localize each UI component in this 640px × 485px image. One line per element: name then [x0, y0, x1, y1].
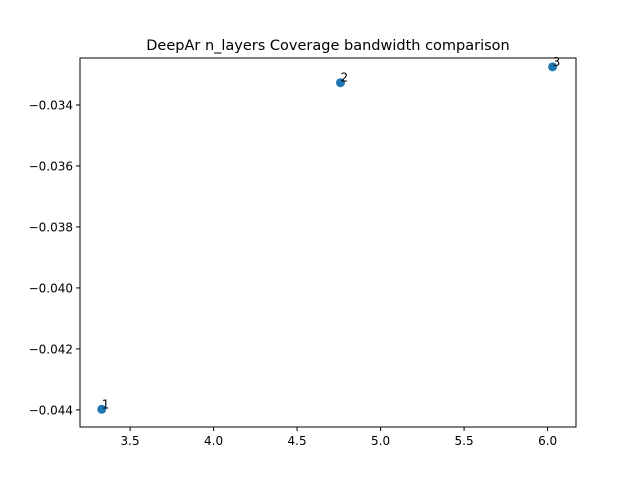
data-points: 1 2 3 [97, 55, 560, 414]
y-tick-label: −0.036 [29, 159, 73, 173]
y-tick-label: −0.042 [29, 342, 73, 356]
y-tick-label: −0.038 [29, 220, 73, 234]
data-point-label: 2 [341, 71, 349, 85]
x-tick-label: 4.5 [288, 434, 307, 448]
y-tick-label: −0.044 [29, 403, 73, 417]
y-tick-label: −0.040 [29, 281, 73, 295]
data-point-label: 3 [553, 55, 561, 69]
chart-title: DeepAr n_layers Coverage bandwidth compa… [146, 38, 509, 54]
data-point [336, 78, 346, 88]
x-tick-label: 5.5 [455, 434, 474, 448]
y-axis: −0.034 −0.036 −0.038 −0.040 −0.042 −0.044 [29, 98, 80, 417]
plot-frame [79, 57, 577, 428]
data-point [548, 62, 558, 72]
data-point [97, 404, 107, 414]
x-tick-label: 4.0 [204, 434, 223, 448]
data-point-label: 1 [102, 397, 110, 411]
x-tick-label: 5.0 [371, 434, 390, 448]
y-tick-label: −0.034 [29, 98, 73, 112]
x-tick-label: 6.0 [538, 434, 557, 448]
x-axis: 3.5 4.0 4.5 5.0 5.5 6.0 [121, 427, 557, 448]
x-tick-label: 3.5 [121, 434, 140, 448]
